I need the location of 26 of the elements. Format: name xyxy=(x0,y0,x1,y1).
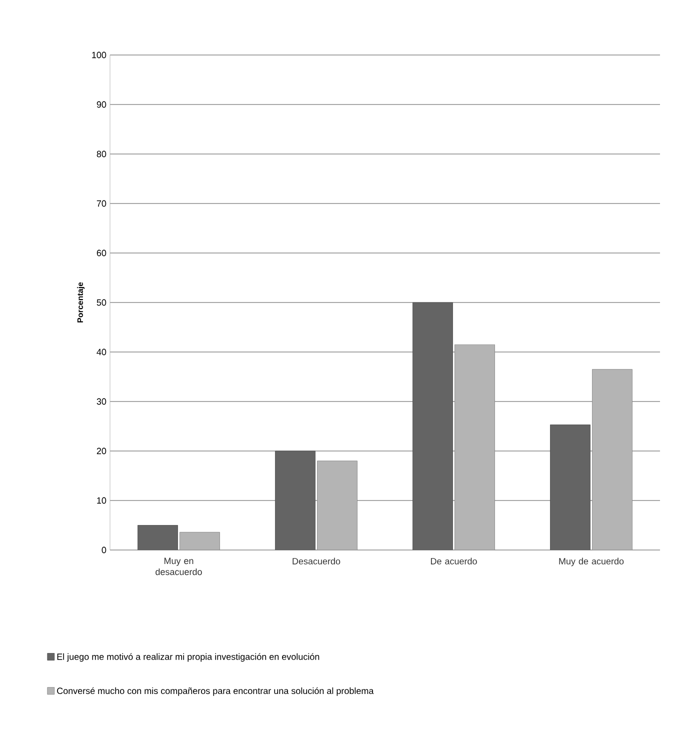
x-tick-label: Desacuerdo xyxy=(292,558,340,564)
y-tick-label: 40 xyxy=(96,348,106,356)
y-tick-label: 90 xyxy=(96,101,106,108)
x-tick-label: Muy en desacuerdo xyxy=(156,558,202,576)
bar xyxy=(592,369,632,550)
legend-label: El juego me motivó a realizar mi propia investigación en evolución xyxy=(57,653,320,662)
x-tick-label: Muy de acuerdo xyxy=(559,558,624,566)
x-tick-label: De acuerdo xyxy=(430,558,477,564)
bar xyxy=(454,344,495,550)
y-tick-label: 50 xyxy=(96,299,106,306)
y-tick-label: 10 xyxy=(97,497,106,504)
y-tick-label: 20 xyxy=(96,448,106,454)
y-axis-title: Porcentaje xyxy=(77,282,85,322)
y-tick-label: 0 xyxy=(102,546,106,554)
bar xyxy=(138,525,178,550)
bar xyxy=(275,450,316,550)
y-tick-label: 30 xyxy=(96,398,106,405)
bar xyxy=(180,532,220,550)
y-tick-label: 100 xyxy=(92,52,106,58)
bar xyxy=(550,424,590,550)
legend-label: Conversé mucho con mis compañeros para encontrar una solución al problema xyxy=(57,687,374,696)
y-tick-label: 70 xyxy=(96,200,106,207)
y-tick-label: 60 xyxy=(96,250,106,256)
bar xyxy=(317,460,358,550)
y-tick-label: 80 xyxy=(96,150,106,158)
bar xyxy=(412,302,453,550)
